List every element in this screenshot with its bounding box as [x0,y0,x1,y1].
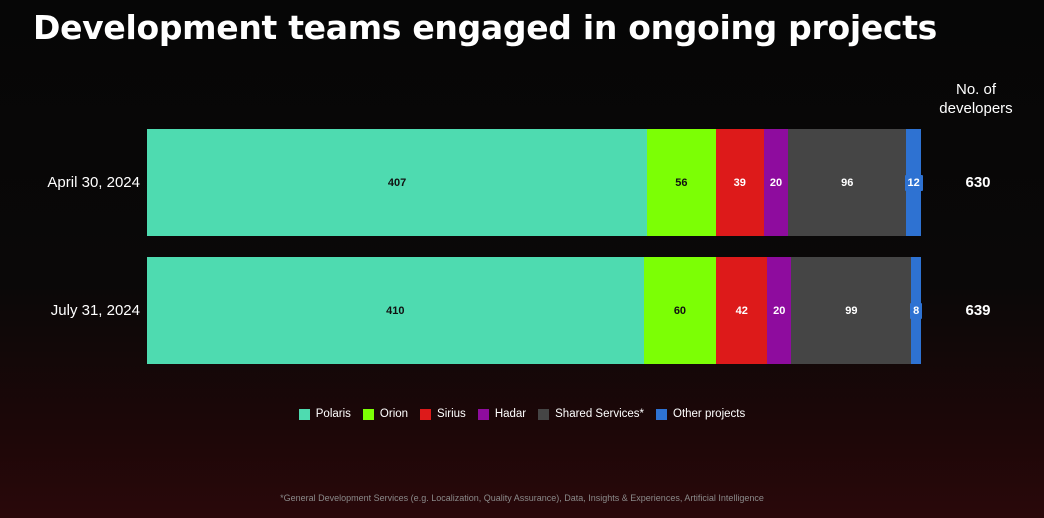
data-label: 407 [387,176,407,189]
legend-label: Orion [379,408,409,420]
bar-segment: 56 [647,129,716,236]
data-label: 60 [673,304,687,317]
bar-segment: 60 [643,257,717,364]
legend-swatch [420,408,432,420]
legend-item: Orion [362,408,409,420]
legend-item: Hadar [477,408,527,420]
bar-segment: 8 [910,257,923,364]
data-label: 56 [675,176,688,189]
legend: Polaris Orion Sirius Hadar Shared Services* O… [0,408,1044,420]
bar-segment: 20 [763,129,789,236]
row-label: April 30, 2024 [47,173,140,191]
data-label: 12 [904,174,923,191]
bar-segment: 42 [716,257,768,364]
row-total: 639 [965,301,991,319]
row-total: 630 [965,173,991,191]
chart-title: Development teams engaged in ongoing pro… [33,8,938,47]
legend-item: Sirius [420,408,466,420]
data-label: 410 [386,304,405,317]
legend-swatch [362,408,374,420]
data-label: 96 [841,176,854,189]
row-label: July 31, 2024 [50,301,140,319]
legend-swatch [538,408,550,420]
total-column-header: No. of developers [939,81,1013,117]
bar-segment: 410 [147,257,644,364]
stacked-bar: 410 60 42 20 99 8 [147,257,923,364]
footnote: *General Development Services (e.g. Loca… [280,493,764,503]
legend-swatch [298,408,310,420]
data-label: 20 [773,304,786,317]
legend-item: Other projects [656,408,745,420]
data-label: 39 [733,176,746,189]
legend-label: Hadar [494,408,527,420]
bar-segment: 99 [791,257,912,364]
legend-item: Shared Services* [538,408,644,420]
bar-segment: 20 [767,257,792,364]
data-label: 20 [769,176,783,189]
legend-label: Polaris [315,408,351,420]
legend-label: Other projects [673,408,746,420]
legend-label: Shared Services* [555,408,644,420]
legend-swatch [477,408,489,420]
legend-label: Sirius [437,408,466,420]
bar-segment: 39 [715,129,764,236]
legend-swatch [656,408,667,420]
bar-segment: 12 [904,129,923,236]
legend-item: Polaris [298,408,351,420]
bar-segment: 407 [147,129,648,236]
data-label: 8 [910,302,923,319]
bar-segment: 96 [788,129,907,236]
stacked-bar: 407 56 39 20 96 12 [147,129,923,236]
data-label: 42 [735,304,748,317]
data-label: 99 [845,304,858,317]
